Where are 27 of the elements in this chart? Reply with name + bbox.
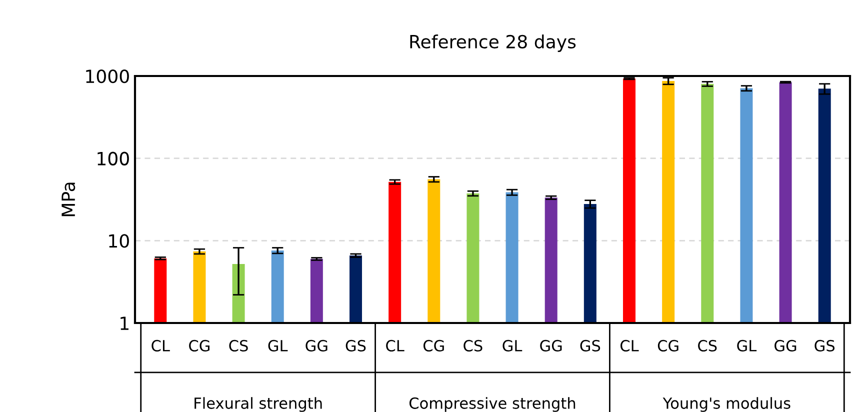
y-tick-label: 1000 <box>86 69 129 84</box>
chart-title: Reference 28 days <box>410 34 576 52</box>
x-tick-label: CG <box>658 340 678 352</box>
x-tick-label: GG <box>774 340 796 352</box>
y-tick-label: 1 <box>120 316 128 330</box>
x-tick-label: GL <box>737 340 757 352</box>
x-tick-label: CS <box>698 340 717 352</box>
x-tick-label: GS <box>346 340 366 352</box>
y-tick-label: 10 <box>109 234 129 248</box>
x-tick-label: CL <box>620 340 639 352</box>
x-tick-label: GL <box>502 340 522 352</box>
x-tick-label: GG <box>540 340 562 352</box>
y-tick-label: 100 <box>98 152 129 166</box>
x-tick-label: GS <box>580 340 600 352</box>
text: Flexural strength <box>194 397 322 412</box>
y-axis-title: MPa <box>62 182 76 216</box>
text: Young's modulus <box>662 397 790 412</box>
x-tick-label: GG <box>306 340 328 352</box>
x-tick-label: CS <box>464 340 482 352</box>
x-tick-label: CS <box>229 340 248 352</box>
text: Compressive strength <box>409 397 576 412</box>
x-tick-label: GL <box>268 340 288 352</box>
x-tick-label: CL <box>152 340 170 352</box>
x-tick-label: CG <box>423 340 444 352</box>
x-tick-label: CG <box>189 340 210 352</box>
x-tick-label: CL <box>386 340 404 352</box>
x-tick-label: GS <box>814 340 835 352</box>
